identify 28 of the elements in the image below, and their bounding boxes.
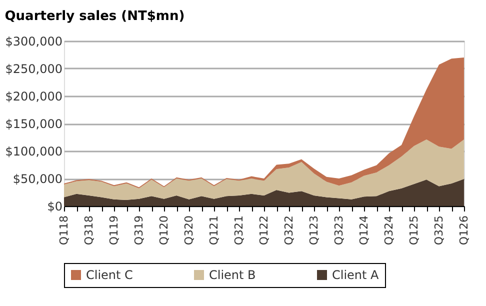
x-tick-label: Q323 xyxy=(332,216,346,246)
x-tick-label: Q320 xyxy=(182,216,196,246)
x-tick-label: Q322 xyxy=(282,216,296,246)
x-tick-label: Q124 xyxy=(358,216,370,246)
x-tick-label: Q118 xyxy=(58,216,70,246)
legend-label: Client B xyxy=(209,268,256,282)
chart-title: Quarterly sales (NT$mn) xyxy=(4,9,185,24)
x-tick-label: Q319 xyxy=(132,216,146,246)
x-tick-label: Q119 xyxy=(108,216,120,246)
y-tick-label: $150,000 xyxy=(5,117,62,131)
y-tick-label: $0 xyxy=(47,200,62,214)
x-tick-label: Q126 xyxy=(458,216,470,246)
y-tick-label: $50,000 xyxy=(12,172,62,186)
x-tick-label: Q120 xyxy=(158,216,170,246)
x-tick-label: Q125 xyxy=(408,216,420,246)
y-tick-label: $100,000 xyxy=(5,144,62,158)
x-tick-label: Q121 xyxy=(208,216,220,246)
x-tick-label: Q123 xyxy=(308,216,320,246)
y-tick-label: $250,000 xyxy=(5,62,62,76)
legend-label: Client A xyxy=(332,268,380,282)
x-tick-label: Q321 xyxy=(232,216,246,246)
y-tick-label: $200,000 xyxy=(5,90,62,104)
x-tick-label: Q324 xyxy=(382,216,396,246)
x-tick-label: Q318 xyxy=(82,216,96,246)
x-tick-label: Q122 xyxy=(258,216,270,246)
legend-label: Client C xyxy=(86,268,133,282)
y-tick-label: $300,000 xyxy=(5,34,62,48)
x-tick-label: Q325 xyxy=(432,216,446,246)
